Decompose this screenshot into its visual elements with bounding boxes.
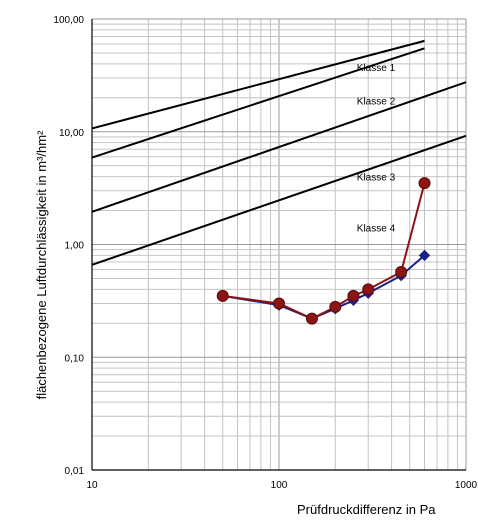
class-label: Klasse 4: [357, 224, 396, 235]
y-tick-label: 10,00: [59, 128, 84, 139]
tick-labels: 10 100 1000 0,01 0,10 1,00 10,00 100,00: [53, 15, 477, 491]
class-lines: Klasse 1 Klasse 2 Klasse 3 Klasse 4: [91, 39, 467, 266]
data-point-circle: [216, 289, 229, 302]
grid: [91, 18, 467, 471]
data-point-circle: [362, 283, 375, 296]
series: [216, 177, 431, 325]
class-line: [91, 134, 467, 266]
x-axis-label: Prüfdruckdifferenz in Pa: [297, 502, 436, 517]
class-line: [91, 39, 425, 130]
data-point-circle: [305, 312, 318, 325]
class-line: [91, 81, 467, 213]
y-tick-label: 0,01: [65, 466, 85, 477]
series-line: [222, 254, 426, 320]
data-point-circle: [347, 289, 360, 302]
x-tick-label: 1000: [455, 480, 478, 491]
x-tick-label: 10: [86, 480, 98, 491]
class-label: Klasse 3: [357, 172, 396, 183]
data-point-circle: [329, 300, 342, 313]
x-tick-label: 100: [271, 480, 288, 491]
y-tick-label: 1,00: [65, 241, 85, 252]
series-line: [222, 182, 426, 320]
y-tick-label: 100,00: [53, 15, 84, 26]
class-label: Klasse 1: [357, 63, 396, 74]
data-point-circle: [273, 297, 285, 310]
y-axis-label: flächenbezogene Luftdurchlässigkeit in m…: [34, 130, 49, 399]
class-label: Klasse 2: [357, 96, 396, 107]
y-tick-label: 0,10: [65, 353, 85, 364]
data-point-circle: [395, 266, 408, 279]
class-line: [91, 47, 425, 159]
data-point-diamond: [418, 249, 431, 262]
data-point-circle: [418, 177, 431, 190]
